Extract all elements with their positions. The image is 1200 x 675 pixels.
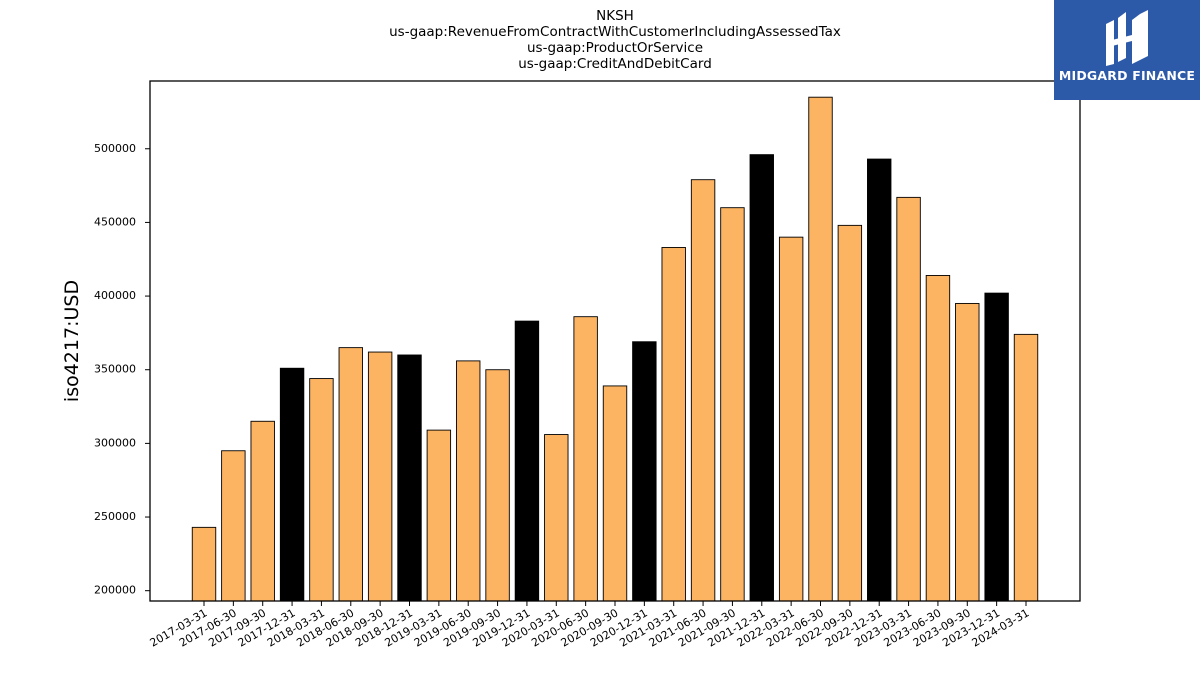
logo-text: MIDGARD FINANCE [1058, 68, 1196, 83]
y-tick-label: 500000 [94, 142, 136, 155]
bar-2019-03-31 [426, 429, 452, 602]
bar-2019-06-30 [456, 360, 481, 602]
chart-title: NKSH us-gaap:RevenueFromContractWithCust… [389, 8, 841, 72]
bar-2021-09-30 [720, 207, 745, 602]
bar-2023-09-30 [955, 302, 980, 602]
y-tick-label: 350000 [94, 363, 136, 376]
bar-2019-12-31 [514, 320, 540, 602]
bar-2017-09-30 [250, 420, 275, 602]
bar-2018-06-30 [338, 347, 363, 602]
y-tick-label: 250000 [94, 510, 136, 523]
title-line-3: us-gaap:ProductOrService [527, 40, 703, 56]
title-line-2: us-gaap:RevenueFromContractWithCustomerI… [389, 24, 841, 40]
title-line-1: NKSH [596, 8, 634, 24]
bar-2022-09-30 [837, 224, 863, 602]
bar-2023-06-30 [925, 275, 951, 602]
bar-2017-12-31 [279, 367, 305, 602]
bar-2020-03-31 [544, 434, 569, 602]
bar-2023-12-31 [984, 292, 1009, 602]
bar-2018-12-31 [397, 354, 422, 602]
bar-2017-03-31 [191, 526, 217, 602]
bar-2020-09-30 [602, 385, 628, 602]
bar-2019-09-30 [485, 369, 510, 602]
y-axis-ticks: 200000 250000 300000 350000 400000 450000 5000… [94, 142, 150, 597]
bar-2022-03-31 [778, 236, 804, 602]
plot-frame [149, 80, 1081, 602]
bar-2018-03-31 [309, 378, 334, 602]
bar-2024-03-31 [1013, 333, 1039, 602]
bar-2022-06-30 [808, 96, 833, 602]
bar-2021-06-30 [690, 179, 716, 602]
bar-2018-09-30 [367, 351, 393, 602]
bar-2021-03-31 [661, 247, 686, 602]
title-line-4: us-gaap:CreditAndDebitCard [518, 56, 712, 72]
x-axis-ticks: 2017-03-312017-06-302017-09-302017-12-31… [148, 601, 1032, 650]
y-tick-label: 450000 [94, 215, 136, 228]
bar-2017-06-30 [221, 450, 246, 602]
y-tick-label: 200000 [94, 584, 136, 597]
y-tick-label: 400000 [94, 289, 136, 302]
bars [191, 96, 1039, 602]
bar-2021-12-31 [749, 154, 774, 602]
bar-2020-06-30 [573, 316, 598, 602]
midgard-logo-icon [1106, 10, 1148, 66]
bar-2023-03-31 [896, 196, 921, 602]
bar-2020-12-31 [632, 341, 657, 602]
y-axis-label: iso4217:USD [61, 280, 83, 402]
bar-2022-12-31 [867, 158, 892, 602]
y-tick-label: 300000 [94, 436, 136, 449]
midgard-finance-logo: MIDGARD FINANCE [1054, 0, 1200, 100]
